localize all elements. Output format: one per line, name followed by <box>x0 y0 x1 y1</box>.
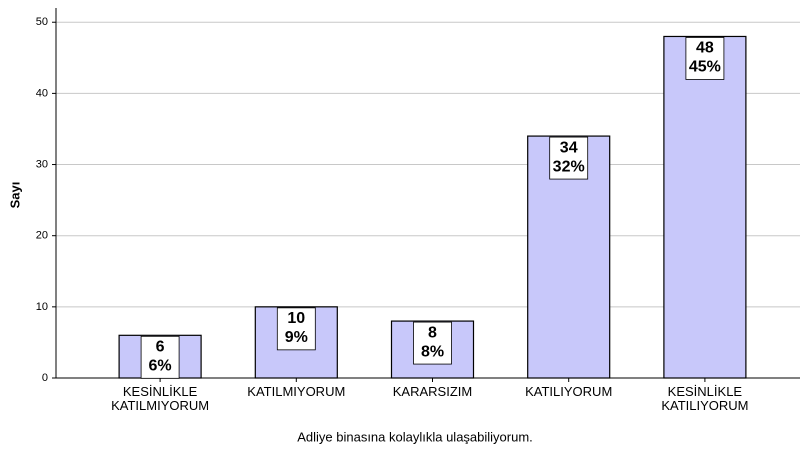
value-label-box <box>549 136 589 180</box>
value-label: 6 <box>156 339 165 356</box>
value-label: 34 <box>560 139 578 156</box>
percent-label: 9% <box>285 329 308 346</box>
x-axis-title: Adliye binasına kolaylıkla ulaşabiliyoru… <box>297 429 533 444</box>
y-tick-label: 20 <box>36 230 48 242</box>
y-tick-label: 30 <box>36 158 48 170</box>
x-tick-label: KESİNLİKLE KATILIYORUM <box>661 384 748 413</box>
percent-label: 6% <box>149 358 172 375</box>
y-axis-title: Sayı <box>7 182 22 209</box>
value-label-box <box>685 37 725 80</box>
y-tick-label: 10 <box>36 301 48 313</box>
value-label: 48 <box>696 40 714 57</box>
value-label-box <box>276 307 316 351</box>
y-tick-label: 0 <box>42 372 48 384</box>
x-tick-label: KESİNLİKLE KATILMIYORUM <box>111 384 209 413</box>
percent-label: 45% <box>689 59 721 76</box>
x-tick-label: KATILMIYORUM <box>247 384 345 399</box>
value-label-box <box>413 321 452 365</box>
value-label: 8 <box>428 324 437 341</box>
x-tick-label: KARARSIZIM <box>393 384 472 399</box>
y-tick-label: 40 <box>36 87 48 99</box>
percent-label: 8% <box>421 343 444 360</box>
percent-label: 32% <box>553 158 585 175</box>
x-tick-label: KATILIYORUM <box>525 384 612 399</box>
bar <box>663 35 747 379</box>
y-tick-label: 50 <box>36 16 48 28</box>
value-label-box <box>140 335 180 379</box>
value-label: 10 <box>287 310 305 327</box>
